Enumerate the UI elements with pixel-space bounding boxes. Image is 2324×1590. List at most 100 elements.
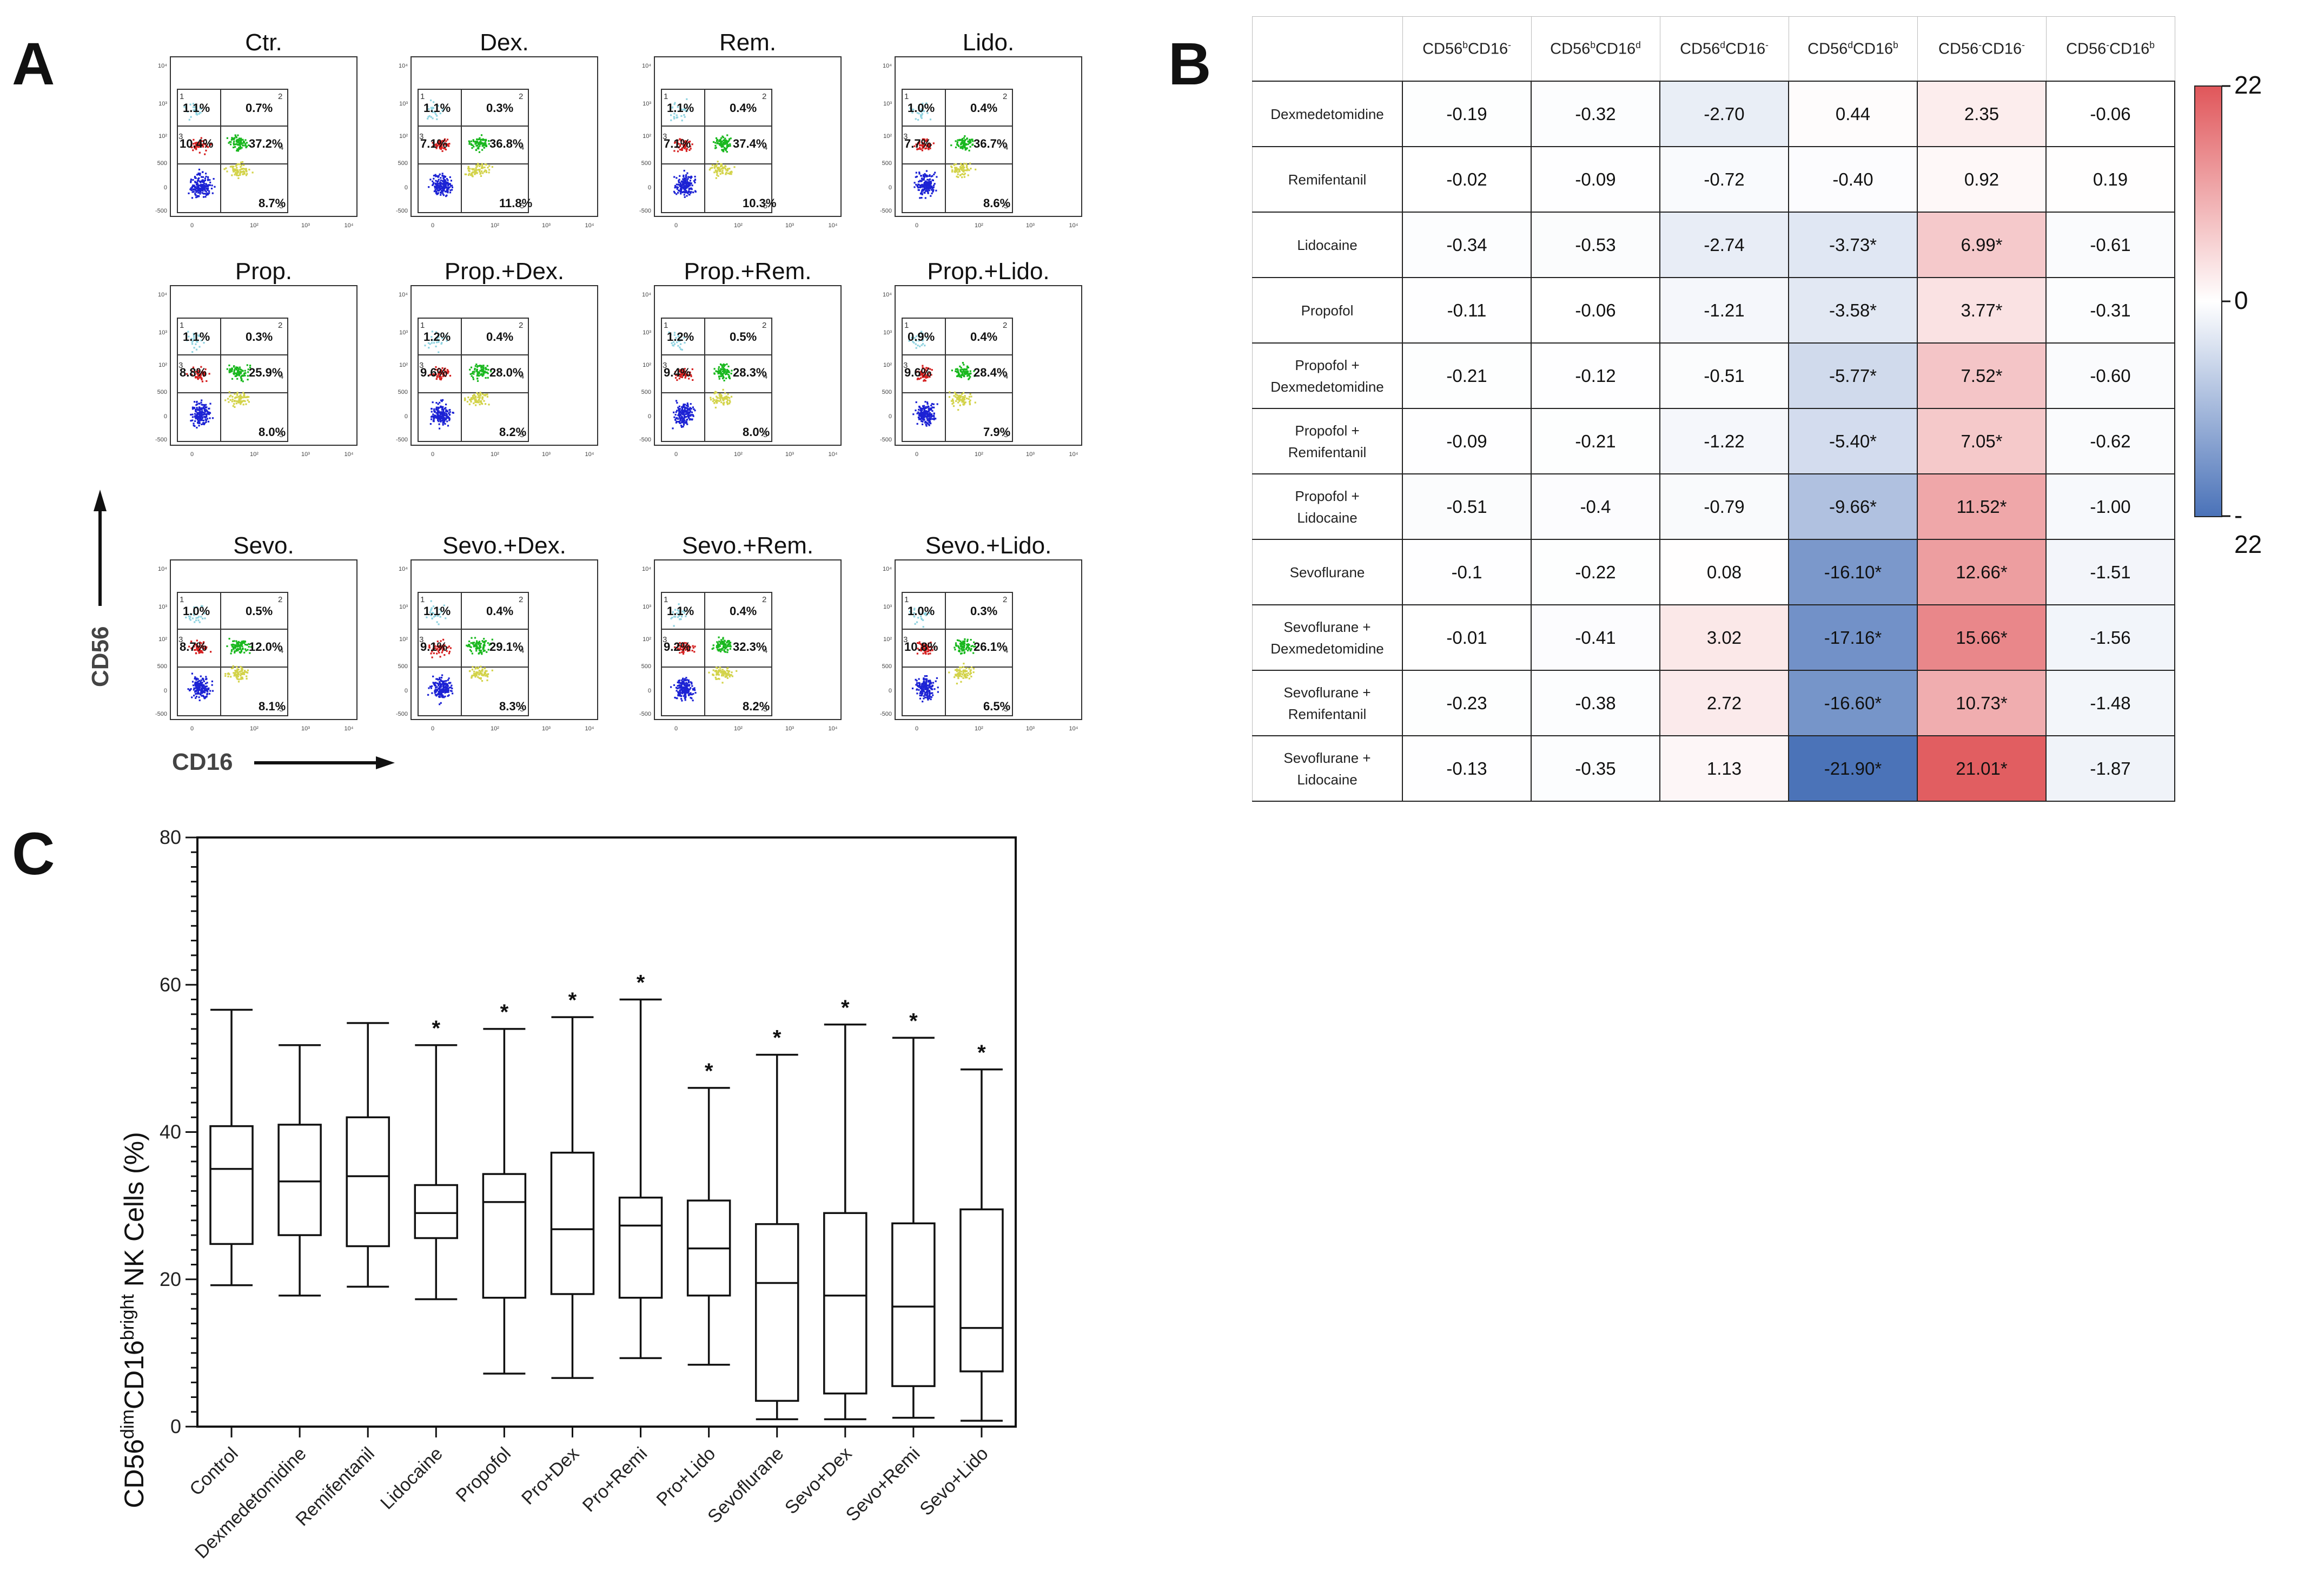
x-tick-label: 10⁴: [829, 725, 838, 732]
quadrant-percent: 12.0%: [249, 640, 282, 654]
x-tick-label: 10⁴: [1069, 451, 1078, 458]
quadrant-number: 3: [419, 361, 423, 370]
quadrant-percent: 0.4%: [730, 604, 757, 618]
flow-plot: Rem. 1.1% 0.4% 7.1% 37.4% 10.3% 1 2 3 4 5 0 10² 10³ 10…: [639, 29, 842, 229]
quadrant-gates: [902, 592, 1013, 716]
quadrant-gates: [177, 318, 288, 442]
box-plot-sevo-remi: *: [891, 1009, 936, 1419]
x-tick-label: 0: [431, 222, 434, 229]
x-tick-label: 10⁴: [829, 222, 838, 229]
table-cell: 15.66*: [1917, 604, 2047, 671]
quadrant-number: 5: [279, 201, 283, 210]
flow-plot: Sevo. 1.0% 0.5% 8.7% 12.0% 8.1% 1 2 3 4 5 0 10² 10³ 10…: [155, 532, 357, 732]
quadrant-number: 2: [278, 595, 282, 604]
y-axis-label: CD56dimCD16bright NK Cells (%): [117, 1132, 149, 1508]
table-cell: -0.61: [2045, 212, 2175, 278]
y-tick-label: -500: [396, 437, 408, 443]
x-tick-label: 10²: [734, 222, 743, 229]
table-cell: -0.41: [1531, 604, 1660, 671]
quadrant-number: 2: [762, 595, 766, 604]
quadrant-number: 5: [1004, 704, 1008, 714]
event-dots: [183, 103, 254, 199]
x-tick-label: 10⁴: [829, 451, 838, 458]
quadrant-number: 2: [1003, 595, 1007, 604]
significance-star: *: [705, 1059, 713, 1083]
x-tick-label: 0: [190, 725, 194, 732]
quadrant-number: 4: [520, 372, 524, 381]
y-tick-label: 10³: [399, 604, 408, 610]
table-row: Lidocaine -0.34 -0.53 -2.74 -3.73* 6.99* -0.61: [1252, 212, 2175, 278]
y-tick-label: 0: [889, 184, 892, 191]
x-category-label: Pro+Remi: [579, 1443, 651, 1516]
table-cell: -0.51: [1659, 342, 1789, 409]
table-row: Dexmedetomidine -0.19 -0.32 -2.70 0.44 2.35 -0…: [1252, 81, 2175, 147]
quadrant-number: 4: [763, 143, 767, 152]
box-plot-lidocaine: *: [414, 1017, 459, 1301]
y-tick-label: 10³: [643, 604, 651, 610]
row-header: Sevoflurane: [1252, 539, 1403, 605]
quadrant-percent: 8.7%: [180, 640, 207, 654]
y-tick-label: 500: [641, 663, 651, 670]
iqr-box: [209, 1125, 254, 1245]
quadrant-number: 2: [278, 321, 282, 330]
y-tick-label: 10²: [399, 133, 408, 140]
x-tick-label: 10³: [542, 725, 551, 732]
table-cell: -0.51: [1402, 473, 1532, 540]
table-cell: -0.06: [2045, 81, 2175, 147]
y-tick-label: -500: [880, 208, 892, 214]
y-tick-label: 10⁴: [883, 566, 892, 572]
heatmap-table-panel: CD56bCD16- CD56bCD16d CD56dCD16- CD56dCD16b…: [1252, 16, 2262, 809]
y-tick-label: 10²: [643, 362, 651, 368]
quadrant-percent: 9.6%: [420, 366, 447, 379]
table-cell: -1.51: [2045, 539, 2175, 605]
y-tick-label: 10²: [883, 362, 892, 368]
quadrant-number: 4: [279, 372, 283, 381]
flow-plot-title: Sevo.: [233, 532, 294, 559]
quadrant-percent: 0.5%: [730, 330, 757, 344]
row-header: Sevoflurane + Dexmedetomidine: [1252, 604, 1403, 671]
colorbar-max-label: 22: [2234, 71, 2262, 99]
quadrant-percent: 10.4%: [180, 137, 213, 150]
x-tick-label: 10²: [250, 725, 259, 732]
flow-plot-title: Prop.: [235, 258, 292, 285]
iqr-box: [823, 1212, 868, 1395]
iqr-box: [414, 1184, 459, 1239]
y-tick-label: 10³: [158, 101, 167, 107]
row-header: Propofol + Dexmedetomidine: [1252, 342, 1403, 409]
quadrant-number: 4: [763, 646, 767, 655]
row-header: Propofol + Lidocaine: [1252, 473, 1403, 540]
x-tick-label: 0: [674, 222, 678, 229]
significance-star: *: [909, 1009, 918, 1033]
y-tick-label: 80: [160, 826, 181, 848]
quadrant-percent: 9.6%: [904, 366, 931, 379]
quadrant-percent: 0.4%: [970, 330, 997, 344]
y-tick-label: 500: [398, 389, 408, 395]
y-tick-label: 10²: [883, 636, 892, 643]
quadrant-percent: 32.3%: [733, 640, 766, 654]
quadrant-percent: 25.9%: [249, 366, 282, 379]
y-tick-label: 500: [398, 160, 408, 167]
x-tick-label: 10²: [250, 451, 259, 458]
x-category-label: Sevo+Dex: [781, 1443, 856, 1518]
quadrant-percent: 8.0%: [743, 425, 770, 439]
y-tick-label: 10²: [158, 636, 167, 643]
quadrant-number: 1: [904, 92, 909, 101]
row-header: Propofol + Remifentanil: [1252, 408, 1403, 474]
quadrant-gates: [418, 592, 529, 716]
y-tick-label: 10²: [883, 133, 892, 140]
colorbar-min-label: - 22: [2234, 501, 2262, 558]
table-header-row: CD56bCD16- CD56bCD16d CD56dCD16- CD56dCD16b…: [1252, 16, 2175, 82]
table-cell: -1.56: [2045, 604, 2175, 671]
x-tick-label: 10²: [975, 451, 983, 458]
y-tick-label: 10²: [643, 133, 651, 140]
quadrant-percent: 28.3%: [733, 366, 766, 379]
x-tick-label: 10²: [975, 222, 983, 229]
quadrant-number: 1: [664, 321, 668, 330]
significance-star: *: [432, 1017, 441, 1040]
box-plot-sevo-dex: *: [823, 996, 868, 1421]
x-category-label: Propofol: [452, 1443, 515, 1506]
quadrant-number: 1: [420, 321, 425, 330]
y-tick-label: 10²: [399, 362, 408, 368]
quadrant-percent: 36.8%: [489, 137, 523, 150]
y-tick-label: 10⁴: [883, 63, 892, 69]
